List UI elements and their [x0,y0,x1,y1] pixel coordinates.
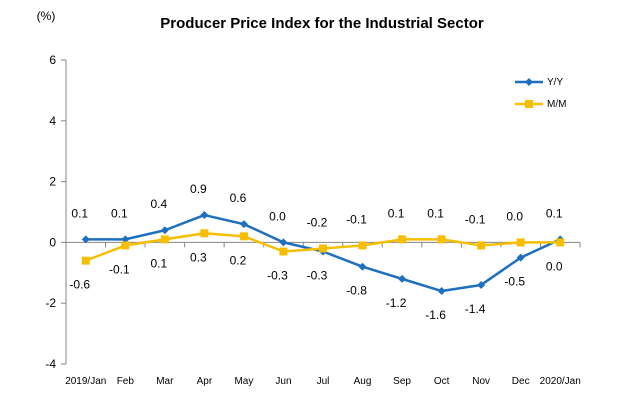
yy-data-label: -1.6 [425,308,446,322]
mm-point [200,229,209,238]
yy-data-label: 0.6 [230,191,247,205]
x-tick-label: Jul [317,376,330,387]
legend-marker [525,78,533,86]
x-tick-label: May [234,376,253,387]
yy-point [477,280,486,289]
yy-data-label: 0.1 [71,206,88,220]
mm-data-label: 0.1 [388,206,405,220]
mm-data-label: 0.0 [546,259,563,273]
legend-marker [525,100,533,108]
x-tick-label: Apr [197,376,213,387]
yy-point [279,238,288,247]
mm-point [239,232,248,241]
mm-data-label: -0.2 [307,215,328,229]
mm-point [398,235,407,244]
x-tick-label: Jun [275,376,291,387]
y-tick-label: 6 [49,53,56,67]
yy-point [121,235,130,244]
chart-title: Producer Price Index for the Industrial … [160,15,484,32]
y-tick-label: 4 [49,114,56,128]
legend-label: M/M [547,99,566,110]
x-tick-label: Aug [354,376,372,387]
x-tick-label: Dec [512,376,530,387]
mm-point [121,241,130,250]
yy-data-label: 0.0 [269,209,286,223]
mm-data-label: 0.3 [190,250,207,264]
x-tick-label: Mar [156,376,174,387]
yy-point [358,262,367,271]
yy-data-label: 0.9 [190,182,207,196]
yy-point [516,253,525,262]
x-tick-labels: 2019/Jan Feb Mar Apr May Jun Jul Aug Sep Oct Nov De… [65,376,581,387]
yy-data-label: 0.4 [151,197,168,211]
mm-data-label: 0.1 [151,256,168,270]
mm-data-label: -0.1 [346,212,367,226]
mm-data-label: -0.1 [465,212,486,226]
yy-data-label: -0.3 [307,269,328,283]
x-tick-label: Feb [117,376,135,387]
plot-area [81,211,565,296]
y-tick-label: 0 [49,235,56,249]
yy-point [200,211,209,220]
yy-data-label: 0.1 [111,206,128,220]
mm-point [556,238,565,247]
mm-point [477,241,486,250]
axes [61,59,581,365]
mm-data-label: 0.0 [506,209,523,223]
yy-data-label: 0.1 [546,206,563,220]
yy-point [437,287,446,296]
mm-data-label: -0.3 [267,269,288,283]
y-tick-label: -4 [45,357,56,371]
x-tick-label: Oct [434,376,450,387]
y-tick-label: -2 [45,296,56,310]
mm-point [319,244,327,253]
yy-data-label: -0.8 [346,284,367,298]
yy-point [160,226,169,235]
mm-point [279,247,288,256]
mm-point [358,241,367,250]
x-tick-label: 2020/Jan [540,376,581,387]
legend: Y/Y M/M [515,77,566,110]
y-axis-unit-label: (%) [37,9,56,23]
yy-point [81,235,90,244]
mm-data-label: -0.6 [69,278,90,292]
yy-point [398,274,407,283]
legend-label: Y/Y [547,77,563,88]
mm-point [516,238,525,247]
yy-data-label: -1.2 [386,296,407,310]
x-tick-label: Sep [393,376,411,387]
mm-point [437,235,446,244]
mm-data-label: -0.1 [109,262,130,276]
yy-data-label: -0.5 [504,275,525,289]
yy-point [239,220,248,229]
mm-data-label: 0.2 [230,253,247,267]
x-tick-label: 2019/Jan [65,376,106,387]
y-tick-label: 2 [49,175,56,189]
mm-point [81,256,90,265]
y-tick-labels: 6 4 2 0 -2 -4 [45,53,56,371]
mm-data-label: 0.1 [427,206,444,220]
mm-point [160,235,169,244]
yy-data-label: -1.4 [465,302,486,316]
data-labels: 0.1 -0.6 0.1 -0.1 0.4 0.1 0.9 0.3 0.6 0.2 0.0 -0.3 -… [69,182,562,322]
x-tick-label: Nov [472,376,490,387]
